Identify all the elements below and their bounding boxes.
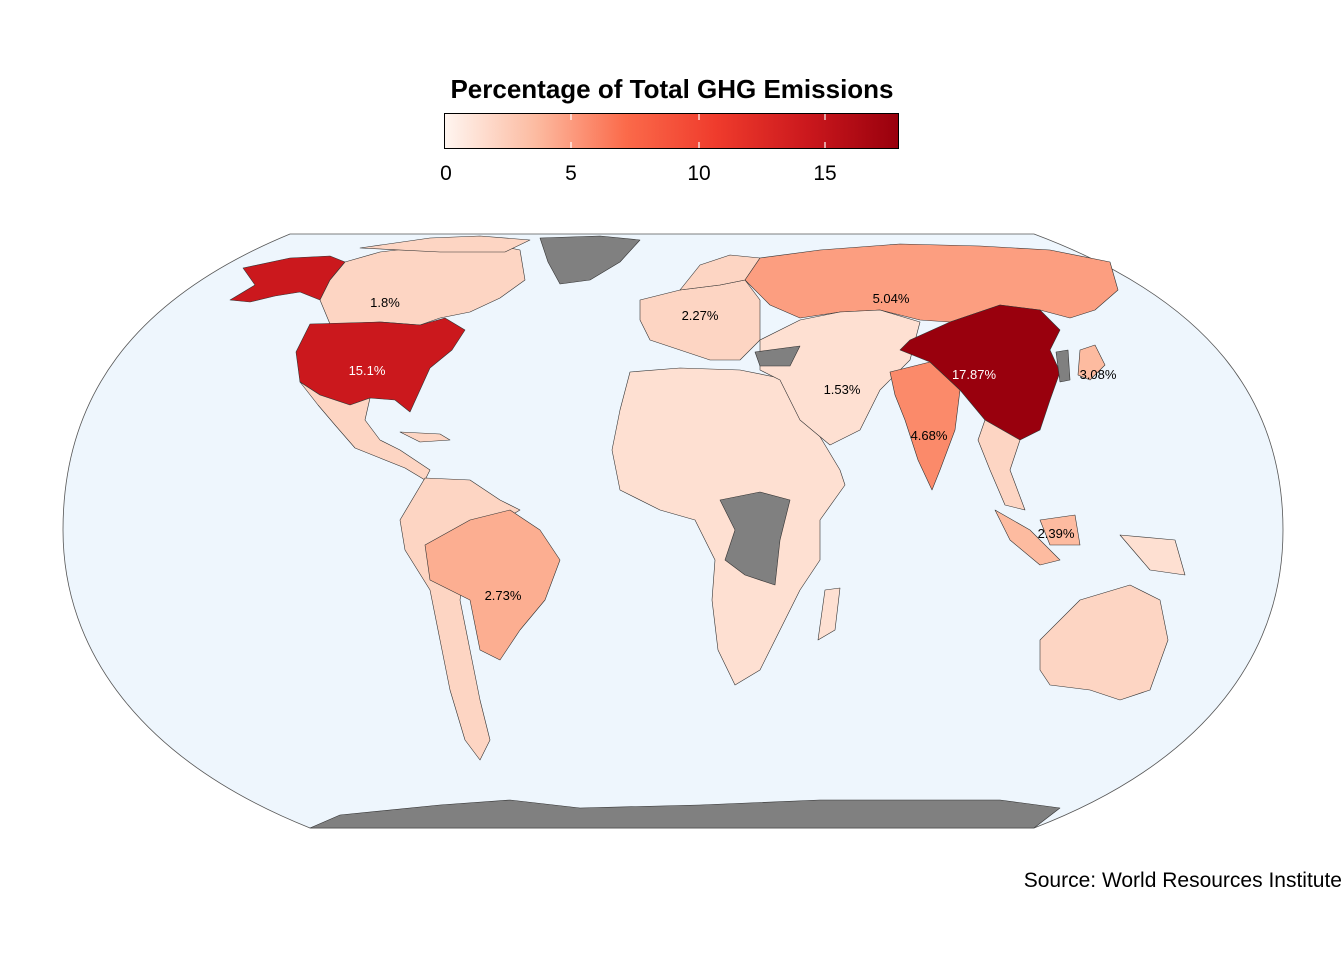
land-brazil	[424, 509, 561, 661]
label-china: 17.87%	[952, 367, 997, 382]
land-southeast-asia	[977, 419, 1026, 511]
land-russia	[744, 243, 1119, 323]
label-canada: 1.8%	[370, 295, 400, 310]
label-indonesia: 2.39%	[1038, 526, 1075, 541]
land-indonesia-1	[994, 509, 1061, 566]
land-new-guinea	[1119, 534, 1186, 576]
land-greenland	[539, 235, 641, 285]
land-japan	[1077, 344, 1106, 381]
land-madagascar	[817, 587, 841, 641]
land-middle-east	[759, 309, 921, 446]
land-korea	[1055, 349, 1071, 383]
color-scale-bar	[444, 113, 899, 149]
land-caribbean	[399, 431, 451, 443]
land-mexico	[299, 381, 431, 481]
label-iran: 1.53%	[824, 382, 861, 397]
land-china	[899, 304, 1061, 441]
legend-tick-5: 5	[565, 162, 577, 185]
legend-tick-15: 15	[813, 162, 837, 185]
legend-title: Percentage of Total GHG Emissions	[450, 74, 894, 104]
land-antarctica	[309, 799, 1061, 829]
land-indonesia-2	[1039, 514, 1081, 546]
label-eu: 2.27%	[682, 308, 719, 323]
land-turkey	[754, 345, 801, 367]
legend-tick-0: 0	[440, 162, 452, 185]
legend-tick-10: 10	[687, 162, 711, 185]
land-australia	[1039, 584, 1169, 701]
label-usa: 15.1%	[349, 363, 386, 378]
land-congo	[719, 491, 791, 586]
land-alaska	[229, 255, 346, 303]
label-india: 4.68%	[911, 428, 948, 443]
label-brazil: 2.73%	[485, 588, 522, 603]
colorbar-tick-marks	[570, 114, 826, 148]
label-japan: 3.08%	[1080, 367, 1117, 382]
source-caption: Source: World Resources Institute	[1023, 869, 1342, 892]
land-canada-islands	[359, 235, 531, 253]
label-russia: 5.04%	[873, 291, 910, 306]
